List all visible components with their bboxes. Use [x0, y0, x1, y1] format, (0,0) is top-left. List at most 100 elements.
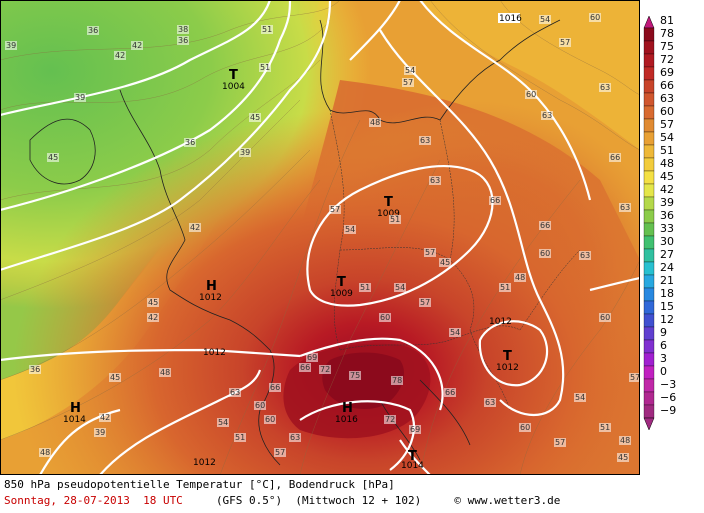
- theta-e-label: 48: [620, 436, 630, 445]
- low-value-3: 1009: [330, 289, 353, 299]
- map-subtitle: Sonntag, 28-07-2013 18 UTC (GFS 0.5°) (M…: [4, 494, 644, 507]
- theta-e-label: 48: [40, 448, 50, 457]
- theta-e-label: 54: [540, 15, 550, 24]
- legend-swatch: [643, 79, 655, 94]
- legend-label: 27: [660, 248, 674, 261]
- legend-label: 45: [660, 170, 674, 183]
- low-center-3: T: [337, 275, 346, 290]
- theta-e-label: 57: [560, 38, 570, 47]
- low-center-5: T: [408, 449, 417, 464]
- legend-label: 57: [660, 118, 674, 131]
- theta-e-label: 45: [618, 453, 628, 462]
- theta-e-label: 54: [405, 66, 415, 75]
- theta-e-label: 75: [350, 371, 360, 380]
- high-center-1: H: [206, 279, 217, 294]
- model-run: (Mittwoch 12 + 102): [295, 494, 422, 507]
- legend-swatch: [643, 196, 655, 211]
- theta-e-label: 72: [385, 415, 395, 424]
- theta-e-label: 48: [515, 273, 525, 282]
- legend-swatch: [643, 248, 655, 263]
- legend-swatch: [643, 209, 655, 224]
- high-value-3: 1016: [335, 415, 358, 425]
- high-value-2: 1014: [63, 415, 86, 425]
- theta-e-label: 54: [575, 393, 585, 402]
- legend-swatch: [643, 92, 655, 107]
- theta-e-label: 45: [48, 153, 58, 162]
- high-center-3: H: [342, 401, 353, 416]
- legend-label: 15: [660, 300, 674, 313]
- high-center-2: H: [70, 401, 81, 416]
- color-legend: 8178757269666360575451484542393633302724…: [643, 14, 676, 431]
- legend-label: 72: [660, 53, 674, 66]
- legend-swatch: [643, 261, 655, 276]
- legend-label: 66: [660, 79, 674, 92]
- legend-label: 78: [660, 27, 674, 40]
- legend-swatch: [643, 131, 655, 146]
- map-title: 850 hPa pseudopotentielle Temperatur [°C…: [4, 478, 395, 491]
- legend-label: 30: [660, 235, 674, 248]
- legend-label: 42: [660, 183, 674, 196]
- theta-e-label: 66: [300, 363, 310, 372]
- theta-e-label: 45: [148, 298, 158, 307]
- theta-e-label: 57: [555, 438, 565, 447]
- theta-e-label: 39: [240, 148, 250, 157]
- legend-label: 24: [660, 261, 674, 274]
- legend-arrow-bottom: [643, 417, 655, 431]
- legend-swatch: [643, 66, 655, 81]
- isobar-label: 1012: [203, 348, 226, 358]
- theta-e-label: 51: [390, 215, 400, 224]
- model-name: (GFS 0.5°): [215, 494, 283, 507]
- theta-e-label: 42: [190, 223, 200, 232]
- legend-label: 75: [660, 40, 674, 53]
- legend-label: 33: [660, 222, 674, 235]
- legend-swatch: [643, 105, 655, 120]
- legend-swatch: [643, 352, 655, 367]
- legend-label: 6: [660, 339, 667, 352]
- theta-e-label: 51: [260, 63, 270, 72]
- theta-e-label: 63: [542, 111, 552, 120]
- theta-e-label: 63: [600, 83, 610, 92]
- theta-e-label: 69: [410, 425, 420, 434]
- theta-e-label: 66: [610, 153, 620, 162]
- theta-e-label: 63: [580, 251, 590, 260]
- high-value-1: 1012: [199, 293, 222, 303]
- legend-label: 60: [660, 105, 674, 118]
- theta-e-label: 51: [500, 283, 510, 292]
- legend-label: 18: [660, 287, 674, 300]
- theta-e-label: 60: [540, 249, 550, 258]
- theta-e-label: 63: [485, 398, 495, 407]
- legend-swatch: [643, 391, 655, 406]
- coastlines: [29, 19, 561, 466]
- legend-label: −9: [660, 404, 676, 417]
- credit: © www.wetter3.de: [454, 494, 561, 507]
- theta-e-label: 45: [440, 258, 450, 267]
- legend-swatch: [643, 339, 655, 354]
- pressure-systems: T 1004 T 1009 T 1009 H 1012 H 1014 H 101…: [63, 68, 519, 471]
- low-value-4: 1012: [496, 363, 519, 373]
- theta-e-label: 36: [30, 365, 40, 374]
- valid-date: Sonntag, 28-07-2013 18 UTC: [4, 494, 183, 507]
- theta-e-label: 60: [590, 13, 600, 22]
- legend-label: 9: [660, 326, 667, 339]
- legend-swatch: [643, 40, 655, 55]
- legend-label: 48: [660, 157, 674, 170]
- theta-e-label: 36: [178, 36, 188, 45]
- theta-e-label: 60: [265, 415, 275, 424]
- theta-e-label: 66: [270, 383, 280, 392]
- theta-e-label: 66: [445, 388, 455, 397]
- legend-label: 81: [660, 14, 674, 27]
- legend-label: 0: [660, 365, 667, 378]
- legend-label: −3: [660, 378, 676, 391]
- legend-label: −6: [660, 391, 676, 404]
- low-center-1: T: [229, 68, 238, 83]
- theta-e-label: 57: [630, 373, 640, 382]
- theta-e-label: 72: [320, 365, 330, 374]
- legend-arrow-top: [643, 15, 655, 29]
- theta-e-label: 60: [526, 90, 536, 99]
- theta-e-label: 66: [490, 196, 500, 205]
- isobar-label: 1016: [499, 14, 522, 24]
- theta-e-label: 66: [540, 221, 550, 230]
- theta-e-label: 51: [235, 433, 245, 442]
- theta-e-label: 54: [450, 328, 460, 337]
- theta-e-label: 57: [420, 298, 430, 307]
